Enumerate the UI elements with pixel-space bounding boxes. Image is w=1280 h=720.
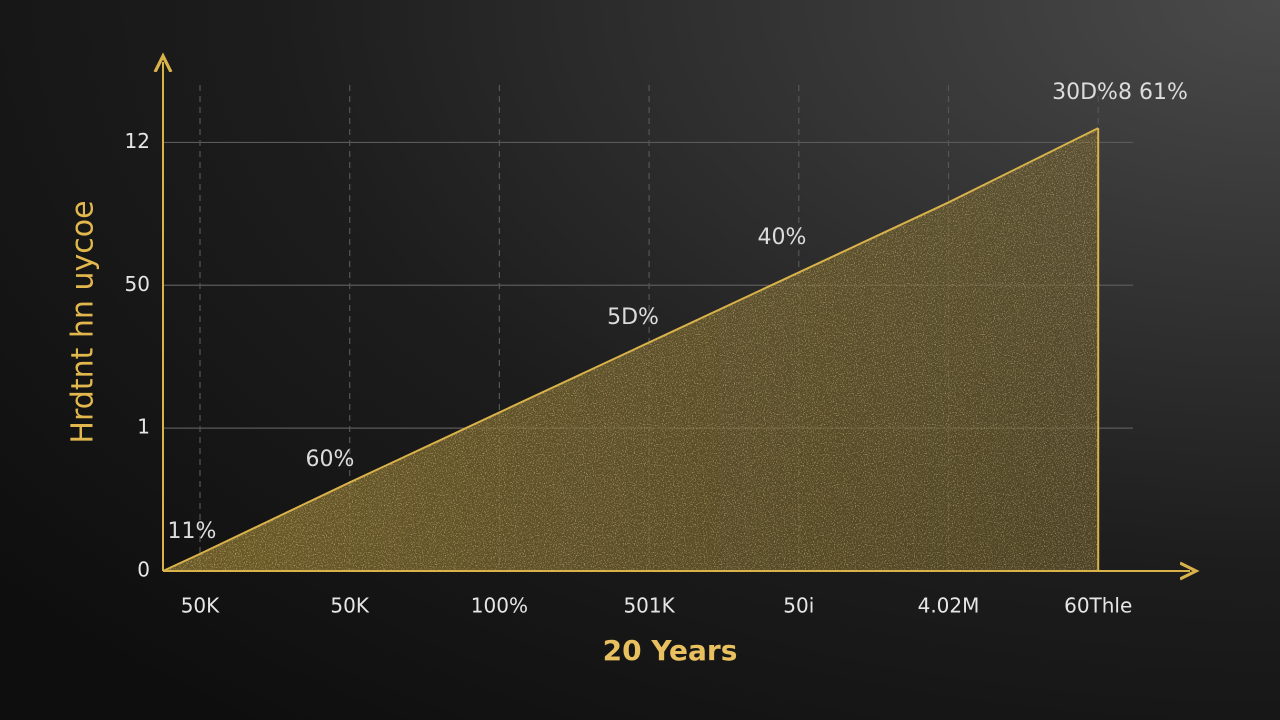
x-axis-title: 20 Years — [603, 634, 738, 667]
annotation: 11% — [168, 519, 217, 544]
plot — [162, 127, 1100, 572]
area — [163, 128, 1099, 571]
x-tick-label: 50i — [783, 594, 814, 618]
x-tick-label: 50K — [181, 594, 220, 618]
x-tick-label: 60Thle — [1064, 594, 1132, 618]
y-axis-title: Hrdtnt hn uycoe — [66, 200, 101, 443]
x-tick-label: 4.02M — [918, 594, 980, 618]
annotation: 5D% — [607, 305, 659, 330]
y-tick-label: 50 — [125, 272, 150, 296]
annotation: 40% — [758, 225, 807, 250]
annotation: 30D%8 61% — [1052, 80, 1188, 105]
y-tick-label: 0 — [137, 558, 150, 582]
y-tick-label: 1 — [137, 415, 150, 439]
area-line — [162, 127, 1099, 572]
x-tick-label: 100% — [471, 594, 528, 618]
x-tick-label: 50K — [330, 594, 369, 618]
x-tick-label: 501K — [623, 594, 675, 618]
y-tick-label: 12 — [125, 129, 150, 153]
annotation: 60% — [306, 447, 355, 472]
